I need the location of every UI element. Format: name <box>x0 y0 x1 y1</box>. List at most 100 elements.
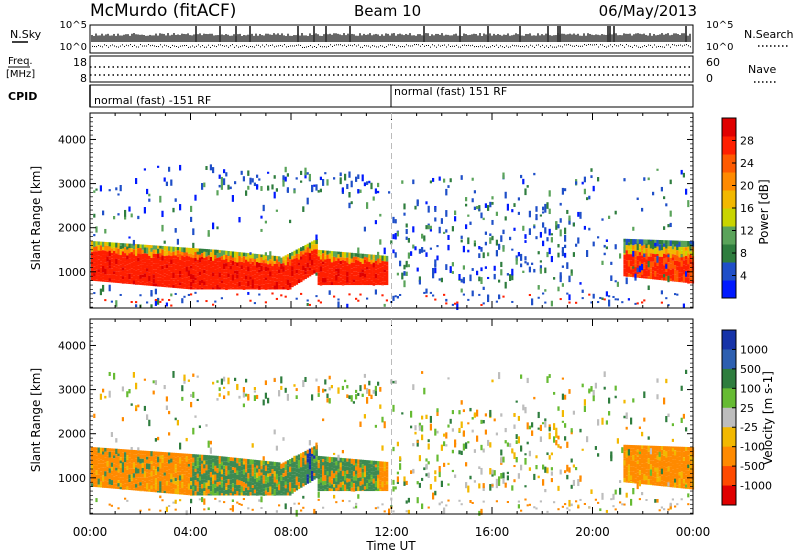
velocity-cell <box>304 450 307 456</box>
velocity-cell <box>355 487 358 492</box>
velocity-cell <box>392 446 395 452</box>
power-cell <box>322 178 325 186</box>
power-cell <box>359 261 362 268</box>
velocity-cell <box>119 463 123 469</box>
power-cell <box>544 267 547 274</box>
velocity-cell <box>564 436 567 441</box>
noise-search-mark <box>484 45 485 47</box>
velocity-cell <box>271 473 274 479</box>
velocity-cell <box>324 469 327 476</box>
velocity-cell <box>99 485 103 488</box>
velocity-cell <box>355 484 358 488</box>
power-cell <box>306 243 310 248</box>
power-cell <box>269 280 272 284</box>
power-cell <box>423 235 426 241</box>
power-cell <box>308 242 312 249</box>
velocity-cell <box>363 477 367 482</box>
velocity-cell <box>678 484 681 489</box>
velocity-cell <box>267 470 270 474</box>
power-cell <box>234 284 237 290</box>
velocity-cell <box>132 468 136 474</box>
velocity-cell <box>663 475 666 482</box>
power-cell <box>227 267 230 274</box>
power-colorbar-swatch <box>722 226 736 245</box>
velocity-cell <box>212 474 215 481</box>
power-cell <box>636 256 640 261</box>
power-cell <box>590 175 593 179</box>
power-cell <box>599 296 602 299</box>
power-cell <box>157 280 160 286</box>
velocity-cell <box>330 479 334 485</box>
velocity-cell <box>260 475 263 479</box>
power-cell <box>179 259 182 266</box>
velocity-cell <box>236 501 239 504</box>
velocity-cell <box>190 453 193 459</box>
power-cell <box>674 260 677 266</box>
power-cell <box>476 270 479 276</box>
power-cell <box>379 267 382 273</box>
power-cell <box>106 270 109 275</box>
velocity-cell <box>383 467 387 472</box>
velocity-cell <box>93 472 96 476</box>
noise-search-mark <box>418 44 419 46</box>
velocity-cell <box>436 410 439 416</box>
power-cell <box>487 295 490 303</box>
velocity-cell <box>113 463 116 468</box>
velocity-cell <box>656 459 659 463</box>
power-cell <box>251 178 254 183</box>
power-cell <box>357 268 360 273</box>
power-cell <box>632 272 635 277</box>
velocity-cell <box>603 371 606 378</box>
velocity-cell <box>203 468 206 474</box>
power-cell <box>440 277 443 283</box>
power-cell <box>489 237 492 244</box>
velocity-cell <box>676 468 679 474</box>
power-cell <box>295 269 299 274</box>
power-cell <box>469 274 472 282</box>
velocity-cell <box>436 454 439 462</box>
velocity-cell <box>346 482 349 487</box>
velocity-cell <box>480 444 483 451</box>
velocity-cell <box>108 503 111 506</box>
velocity-cell <box>495 478 498 485</box>
power-cell <box>201 264 204 270</box>
power-cell <box>207 264 211 271</box>
velocity-cell <box>225 487 228 491</box>
velocity-cell <box>379 471 382 476</box>
power-cell <box>192 258 195 264</box>
power-cell <box>568 218 571 225</box>
velocity-cell <box>168 452 171 456</box>
power-cell <box>97 275 101 282</box>
noise-search-mark <box>198 44 199 46</box>
velocity-cell <box>656 445 659 452</box>
velocity-cell <box>203 479 206 483</box>
velocity-cell <box>183 374 186 381</box>
power-cell <box>297 248 301 254</box>
velocity-cell <box>379 386 382 392</box>
power-cell <box>500 235 503 242</box>
power-cell <box>293 278 296 285</box>
power-cell <box>370 259 373 265</box>
velocity-cell <box>641 454 644 461</box>
power-cell <box>181 268 184 275</box>
power-colorbar-label: Power [dB] <box>757 179 771 244</box>
power-cell <box>311 254 314 260</box>
velocity-cell <box>168 505 171 508</box>
power-cell <box>407 264 410 268</box>
power-cell <box>634 251 637 257</box>
power-cell <box>678 251 681 258</box>
velocity-cell <box>557 508 560 511</box>
power-cell <box>328 263 332 269</box>
power-cell <box>643 262 646 269</box>
velocity-cell <box>260 472 263 476</box>
power-cell <box>511 209 514 213</box>
power-cell <box>333 177 336 180</box>
power-cell <box>196 276 200 283</box>
power-cell <box>487 276 490 280</box>
velocity-cell <box>132 477 136 484</box>
velocity-cell <box>674 478 677 483</box>
power-cell <box>638 255 642 262</box>
power-cell <box>660 290 663 295</box>
power-cell <box>135 279 138 285</box>
power-cell <box>295 279 299 285</box>
